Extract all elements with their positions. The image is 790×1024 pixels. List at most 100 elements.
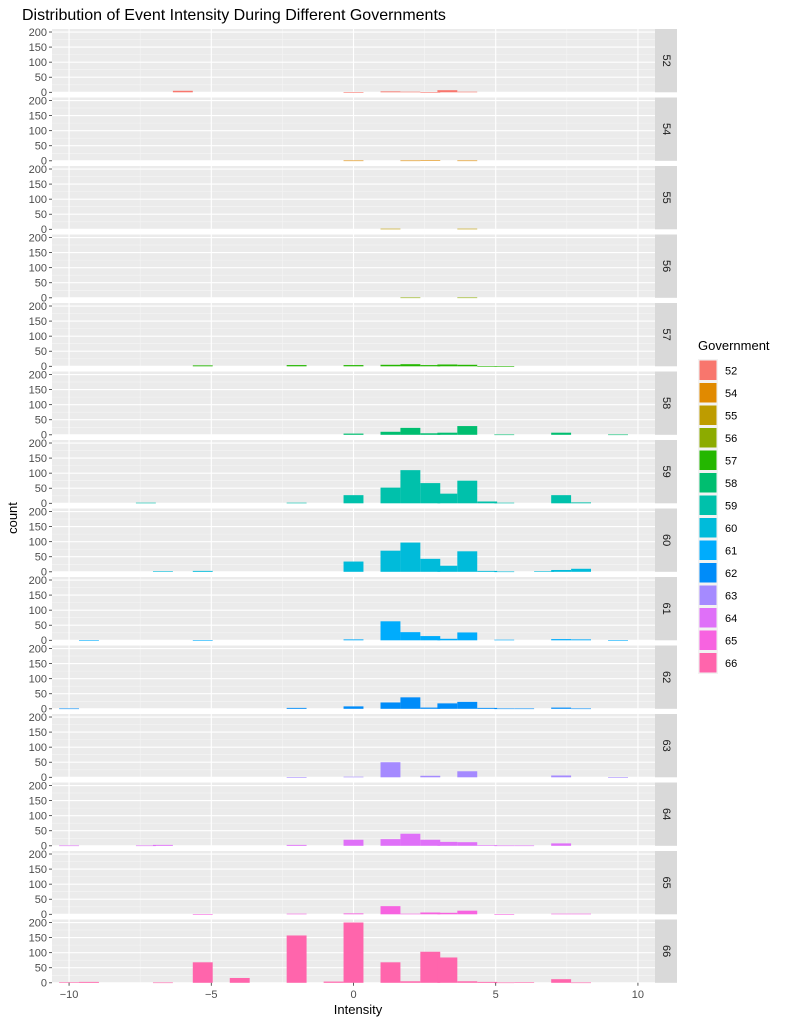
bar (457, 701, 478, 709)
bar (437, 638, 458, 641)
bar (457, 426, 478, 435)
legend-entries: 52 54 55 56 57 58 59 60 61 62 63 64 65 66 (698, 359, 737, 674)
bar (420, 951, 441, 983)
bar (420, 707, 441, 709)
bar (343, 91, 364, 93)
bar (608, 639, 628, 641)
legend-swatch (699, 473, 717, 493)
y-tick-label: 200 (29, 643, 47, 655)
bar (477, 981, 498, 983)
bar (380, 762, 401, 778)
y-tick-label: 200 (29, 438, 47, 450)
legend: Government 52 54 55 56 57 58 59 60 61 62 63 64 65 66 (698, 338, 770, 674)
bar (380, 906, 401, 915)
y-tick-label: 100 (29, 536, 47, 548)
bar (457, 981, 478, 983)
bar (551, 569, 572, 572)
facet-strip (655, 166, 677, 230)
legend-label: 63 (725, 590, 737, 602)
bar (192, 570, 213, 572)
bar (608, 434, 628, 436)
y-tick-label: 0 (41, 772, 47, 784)
y-tick-label: 0 (41, 293, 47, 305)
bar (380, 91, 401, 93)
y-tick-label: 50 (35, 346, 47, 358)
facet-panels: 0 50 100 150 200 52 0 50 100 150 200 54 0 50 100 150 200… (29, 27, 677, 990)
bar (343, 839, 364, 846)
y-tick-label: 0 (41, 841, 47, 853)
legend-entry-55: 55 (698, 404, 737, 427)
bar (420, 636, 441, 641)
legend-swatch (699, 563, 717, 583)
y-tick-label: 100 (29, 57, 47, 69)
y-tick-label: 50 (35, 209, 47, 221)
bar (400, 913, 421, 915)
facet-strip-label: 62 (660, 671, 672, 683)
y-tick-label: 100 (29, 125, 47, 137)
bar (343, 365, 364, 367)
bar (494, 639, 515, 641)
y-tick-label: 50 (35, 757, 47, 769)
y-tick-label: 150 (29, 521, 47, 533)
y-tick-label: 200 (29, 232, 47, 244)
y-tick-label: 150 (29, 110, 47, 122)
y-tick-label: 100 (29, 947, 47, 959)
y-tick-label: 150 (29, 316, 47, 328)
bar (79, 981, 99, 983)
bar (437, 493, 458, 504)
y-tick-label: 100 (29, 742, 47, 754)
bar (477, 365, 498, 367)
y-tick-label: 50 (35, 72, 47, 84)
y-tick-label: 200 (29, 164, 47, 176)
y-tick-label: 0 (41, 87, 47, 99)
legend-swatch (699, 405, 717, 425)
legend-label: 66 (725, 658, 737, 670)
x-tick-label: −5 (205, 989, 218, 1001)
y-tick-label: 150 (29, 453, 47, 465)
bar (343, 706, 364, 709)
legend-swatch (699, 450, 717, 470)
legend-swatch (699, 608, 717, 628)
legend-label: 55 (725, 410, 737, 422)
bar (400, 297, 421, 299)
bar (457, 160, 478, 162)
x-tick-label: 10 (632, 989, 644, 1001)
bar (400, 91, 421, 93)
facet-strip-label: 63 (660, 740, 672, 752)
bar (571, 708, 592, 710)
bar (457, 910, 478, 915)
y-tick-label: 50 (35, 620, 47, 632)
bar (343, 913, 364, 915)
facet-panel-64: 0 50 100 150 200 64 (29, 780, 677, 853)
bar (571, 639, 592, 641)
y-tick-label: 200 (29, 575, 47, 587)
legend-label: 62 (725, 568, 737, 580)
bar (59, 982, 80, 983)
facet-panel-62: 0 50 100 150 200 62 (29, 643, 677, 716)
legend-swatch (699, 428, 717, 448)
facet-strip (655, 234, 677, 298)
y-tick-label: 50 (35, 483, 47, 495)
bar (494, 913, 515, 915)
bar (229, 977, 250, 983)
bar (494, 708, 515, 710)
bar (400, 160, 421, 162)
bar (571, 982, 592, 984)
y-tick-label: 100 (29, 194, 47, 206)
facet-panel-66: 0 50 100 150 200 66 (29, 917, 677, 990)
bar (514, 982, 535, 983)
y-axis-label: count (5, 502, 20, 534)
legend-entry-60: 60 (698, 516, 737, 539)
y-tick-label: 200 (29, 780, 47, 792)
legend-label: 58 (725, 478, 737, 490)
y-tick-label: 0 (41, 430, 47, 442)
bar (457, 364, 478, 367)
bar (343, 639, 364, 641)
bar (192, 639, 213, 641)
bar (437, 912, 458, 915)
y-tick-label: 100 (29, 879, 47, 891)
facet-strip-label: 60 (660, 534, 672, 546)
bar (400, 632, 421, 641)
facet-strip (655, 29, 677, 93)
y-tick-label: 0 (41, 224, 47, 236)
